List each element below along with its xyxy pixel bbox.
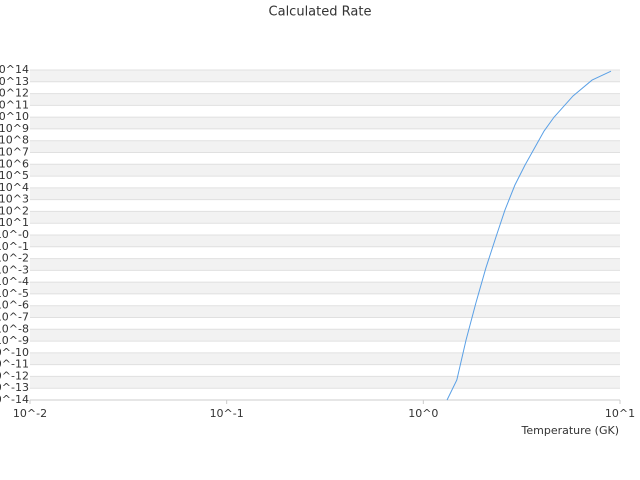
- y-tick-label: 10^12: [0, 87, 29, 100]
- y-tick-label: 10^-8: [0, 322, 29, 335]
- y-tick-label: 10^7: [0, 146, 29, 159]
- grid-band: [30, 117, 620, 129]
- y-tick-label: 10^4: [0, 181, 29, 194]
- x-tick-label: 10^0: [408, 407, 438, 420]
- y-tick-label: 10^-2: [0, 252, 29, 265]
- y-tick-label: 10^6: [0, 157, 29, 170]
- y-tick-label: 10^5: [0, 169, 29, 182]
- y-tick-label: 10^-1: [0, 240, 29, 253]
- y-tick-label: 10^-7: [0, 311, 29, 324]
- grid-band: [30, 352, 620, 365]
- grid-band: [30, 93, 620, 106]
- grid-band: [30, 187, 620, 200]
- y-tick-label: 10^-3: [0, 263, 29, 276]
- y-tick-label: 10^2: [0, 204, 29, 217]
- y-tick-label: 10^-10: [0, 346, 29, 359]
- y-tick-label: 10^8: [0, 134, 29, 147]
- grid-band: [30, 376, 620, 389]
- y-tick-label: 10^-4: [0, 275, 29, 288]
- y-tick-label: 10^14: [0, 63, 29, 76]
- grid-band: [30, 70, 620, 82]
- y-tick-label: 10^-5: [0, 287, 29, 300]
- grid-band: [30, 305, 620, 318]
- y-tick-label: 10^-6: [0, 299, 29, 312]
- grid-band: [30, 258, 620, 271]
- y-tick-label: 10^-13: [0, 381, 29, 394]
- x-axis-label: Temperature (GK): [521, 424, 620, 437]
- y-tick-label: 10^-14: [0, 393, 29, 406]
- grid-band: [30, 140, 620, 153]
- y-tick-label: 10^-9: [0, 334, 29, 347]
- grid-band: [30, 211, 620, 224]
- y-tick-label: 10^1: [0, 216, 29, 229]
- data-line: [446, 70, 612, 401]
- x-tick-label: 10^1: [605, 407, 635, 420]
- y-tick-label: 10^9: [0, 122, 29, 135]
- grid-band: [30, 164, 620, 177]
- chart-title: Calculated Rate: [269, 5, 372, 20]
- y-tick-label: 10^-12: [0, 369, 29, 382]
- y-tick-label: 10^11: [0, 98, 29, 111]
- y-tick-label: 10^10: [0, 110, 29, 123]
- x-tick-label: 10^-2: [13, 407, 47, 420]
- grid-band: [30, 329, 620, 342]
- y-tick-label: 10^13: [0, 75, 29, 88]
- y-tick-label: 10^3: [0, 193, 29, 206]
- x-tick-label: 10^-1: [210, 407, 244, 420]
- y-tick-label: 10^-11: [0, 358, 29, 371]
- grid-band: [30, 235, 620, 247]
- grid-band: [30, 282, 620, 294]
- y-tick-label: 10^-0: [0, 228, 29, 241]
